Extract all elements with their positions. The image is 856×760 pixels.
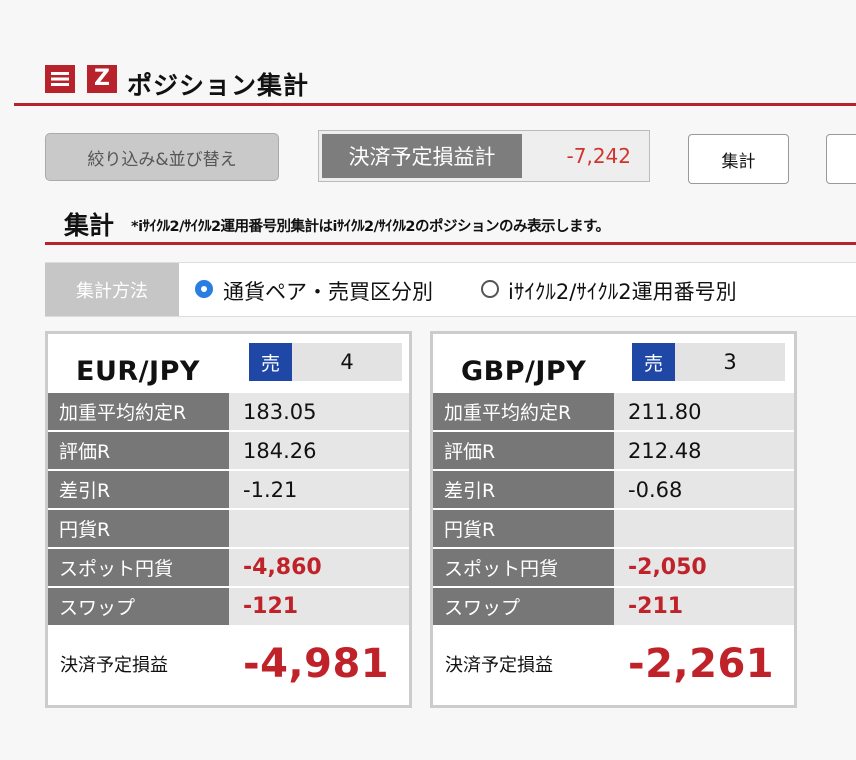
row-label: スポット円貨 [48, 549, 229, 586]
row-spot-yen: スポット円貨 -4,860 [48, 549, 409, 588]
side-badge: 売 [632, 343, 675, 381]
total-pl-label: 決済予定損益計 [322, 134, 522, 178]
row-valuation-rate: 評価R 212.48 [433, 432, 794, 471]
side-badge: 売 [249, 343, 292, 381]
row-value: 212.48 [614, 432, 794, 469]
row-value: -4,860 [229, 549, 409, 586]
row-swap: スワップ -211 [433, 588, 794, 625]
radio-by-cycle[interactable] [481, 280, 499, 298]
row-value: 183.05 [229, 393, 409, 430]
row-valuation-rate: 評価R 184.26 [48, 432, 409, 471]
row-label: 差引R [48, 471, 229, 508]
row-label: 差引R [433, 471, 614, 508]
row-difference: 差引R -0.68 [433, 471, 794, 510]
currency-pair: EUR/JPY [76, 356, 200, 387]
row-label: スワップ [48, 588, 229, 625]
z-logo-letter: Z [94, 66, 110, 91]
row-value: -1.21 [229, 471, 409, 508]
aggregation-method-row: 集計方法 通貨ペア・売買区分別 iｻｲｸﾙ2/ｻｲｸﾙ2運用番号別 [45, 262, 856, 317]
row-label: スポット円貨 [433, 549, 614, 586]
z-logo-icon[interactable]: Z [87, 65, 117, 93]
row-value: 184.26 [229, 432, 409, 469]
radio-by-pair[interactable] [195, 280, 213, 298]
section-note: *iｻｲｸﾙ2/ｻｲｸﾙ2運用番号別集計はiｻｲｸﾙ2/ｻｲｸﾙ2のポジションの… [131, 219, 610, 235]
row-value: -2,050 [614, 549, 794, 586]
row-swap: スワップ -121 [48, 588, 409, 625]
total-pl-value: -7,242 [566, 144, 631, 168]
pl-value: -4,981 [243, 641, 390, 687]
partial-button[interactable] [826, 134, 856, 184]
row-value: -121 [229, 588, 409, 625]
method-label: 集計方法 [45, 263, 179, 316]
aggregate-button[interactable]: 集計 [688, 134, 789, 184]
row-value: 211.80 [614, 393, 794, 430]
menu-icon[interactable] [45, 65, 75, 93]
pl-label: 決済予定損益 [445, 655, 553, 676]
page-title: ポジション集計 [127, 71, 310, 100]
position-card[interactable]: GBP/JPY 売 3 加重平均約定R 211.80 評価R 212.48 差引… [430, 331, 797, 708]
header-divider [14, 103, 856, 106]
quantity: 3 [675, 343, 785, 381]
section-divider [45, 242, 856, 245]
row-value: -0.68 [614, 471, 794, 508]
radio-by-cycle-label[interactable]: iｻｲｸﾙ2/ｻｲｸﾙ2運用番号別 [508, 280, 737, 304]
row-value [229, 510, 409, 547]
row-label: スワップ [433, 588, 614, 625]
position-card[interactable]: EUR/JPY 売 4 加重平均約定R 183.05 評価R 184.26 差引… [45, 331, 412, 708]
radio-by-pair-label[interactable]: 通貨ペア・売買区分別 [223, 280, 433, 304]
row-spot-yen: スポット円貨 -2,050 [433, 549, 794, 588]
row-label: 円貨R [48, 510, 229, 547]
filter-sort-button[interactable]: 絞り込み&並び替え [45, 133, 279, 181]
row-label: 評価R [48, 432, 229, 469]
section-title: 集計 [64, 211, 115, 240]
row-label: 評価R [433, 432, 614, 469]
total-pl-box: 決済予定損益計 -7,242 [318, 130, 650, 182]
row-yen-rate: 円貨R [433, 510, 794, 549]
row-difference: 差引R -1.21 [48, 471, 409, 510]
row-value [614, 510, 794, 547]
pl-label: 決済予定損益 [60, 655, 168, 676]
row-label: 円貨R [433, 510, 614, 547]
pl-value: -2,261 [628, 641, 775, 687]
currency-pair: GBP/JPY [461, 356, 587, 387]
quantity: 4 [292, 343, 402, 381]
row-value: -211 [614, 588, 794, 625]
row-label: 加重平均約定R [48, 393, 229, 430]
row-yen-rate: 円貨R [48, 510, 409, 549]
row-label: 加重平均約定R [433, 393, 614, 430]
row-avg-rate: 加重平均約定R 211.80 [433, 393, 794, 432]
row-avg-rate: 加重平均約定R 183.05 [48, 393, 409, 432]
